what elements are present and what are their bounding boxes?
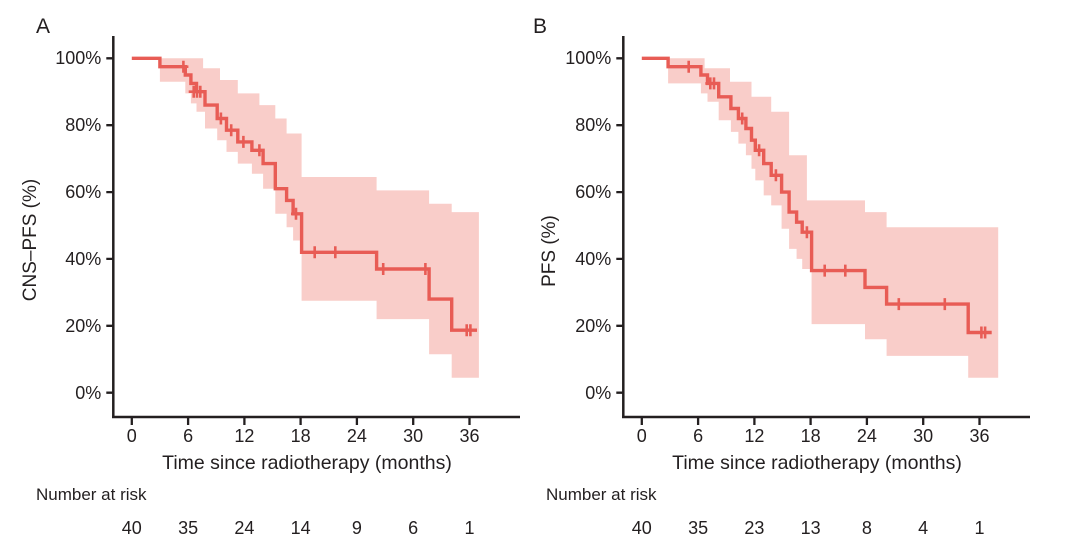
panel-b-confidence-band <box>668 58 999 378</box>
x-tick-label: 24 <box>346 425 367 446</box>
panel-b-axes <box>622 36 1030 419</box>
number-at-risk-count: 40 <box>121 518 142 538</box>
panel-b-censor-marks <box>683 60 991 339</box>
y-tick-label: 20% <box>575 315 612 336</box>
y-tick-label: 60% <box>575 182 612 203</box>
number-at-risk-count: 35 <box>178 518 199 538</box>
y-tick-label: 60% <box>65 182 102 203</box>
x-tick-label: 36 <box>969 425 990 446</box>
panel-a-tick-marks <box>106 57 471 425</box>
panel-a-x-axis-title: Time since radiotherapy (months) <box>162 452 452 474</box>
number-at-risk-count: 1 <box>464 518 475 538</box>
panel-a-confidence-band <box>159 58 479 378</box>
panel-a-letter: A <box>36 15 51 38</box>
y-tick-label: 100% <box>565 48 612 69</box>
x-tick-label: 12 <box>234 425 255 446</box>
number-at-risk-count: 40 <box>631 518 652 538</box>
y-tick-label: 100% <box>55 48 102 69</box>
panel-b-letter: B <box>533 15 548 38</box>
x-tick-label: 30 <box>403 425 424 446</box>
number-at-risk-count: 1 <box>974 518 985 538</box>
x-tick-label: 6 <box>183 425 194 446</box>
panel-a-survival-curve <box>131 56 477 332</box>
number-at-risk-count: 14 <box>290 518 311 538</box>
x-tick-label: 12 <box>744 425 765 446</box>
y-tick-label: 20% <box>65 315 102 336</box>
x-tick-label: 36 <box>459 425 480 446</box>
number-at-risk-count: 24 <box>234 518 255 538</box>
number-at-risk-count: 13 <box>800 518 821 538</box>
number-at-risk-count: 8 <box>861 518 872 538</box>
panel-b-tick-marks <box>616 57 981 425</box>
x-tick-label: 18 <box>290 425 311 446</box>
x-tick-label: 0 <box>636 425 647 446</box>
panel-a-axes <box>112 36 520 419</box>
number-at-risk-count: 9 <box>351 518 362 538</box>
panel-b-number-at-risk-label: Number at risk <box>546 485 657 504</box>
y-tick-label: 0% <box>75 382 102 403</box>
x-tick-label: 24 <box>856 425 877 446</box>
y-tick-label: 0% <box>585 382 612 403</box>
y-tick-label: 40% <box>575 248 612 269</box>
x-tick-label: 6 <box>693 425 704 446</box>
x-tick-label: 18 <box>800 425 821 446</box>
x-tick-label: 30 <box>913 425 934 446</box>
panel-a-number-at-risk-label: Number at risk <box>36 485 147 504</box>
number-at-risk-count: 4 <box>918 518 929 538</box>
panel-b-x-axis-title: Time since radiotherapy (months) <box>672 452 962 474</box>
y-tick-label: 40% <box>65 248 102 269</box>
y-tick-label: 80% <box>65 115 102 136</box>
x-tick-label: 0 <box>126 425 137 446</box>
y-tick-label: 80% <box>575 115 612 136</box>
number-at-risk-count: 6 <box>408 518 419 538</box>
number-at-risk-count: 23 <box>744 518 765 538</box>
panel-a-censor-marks <box>178 60 476 337</box>
number-at-risk-count: 35 <box>688 518 709 538</box>
